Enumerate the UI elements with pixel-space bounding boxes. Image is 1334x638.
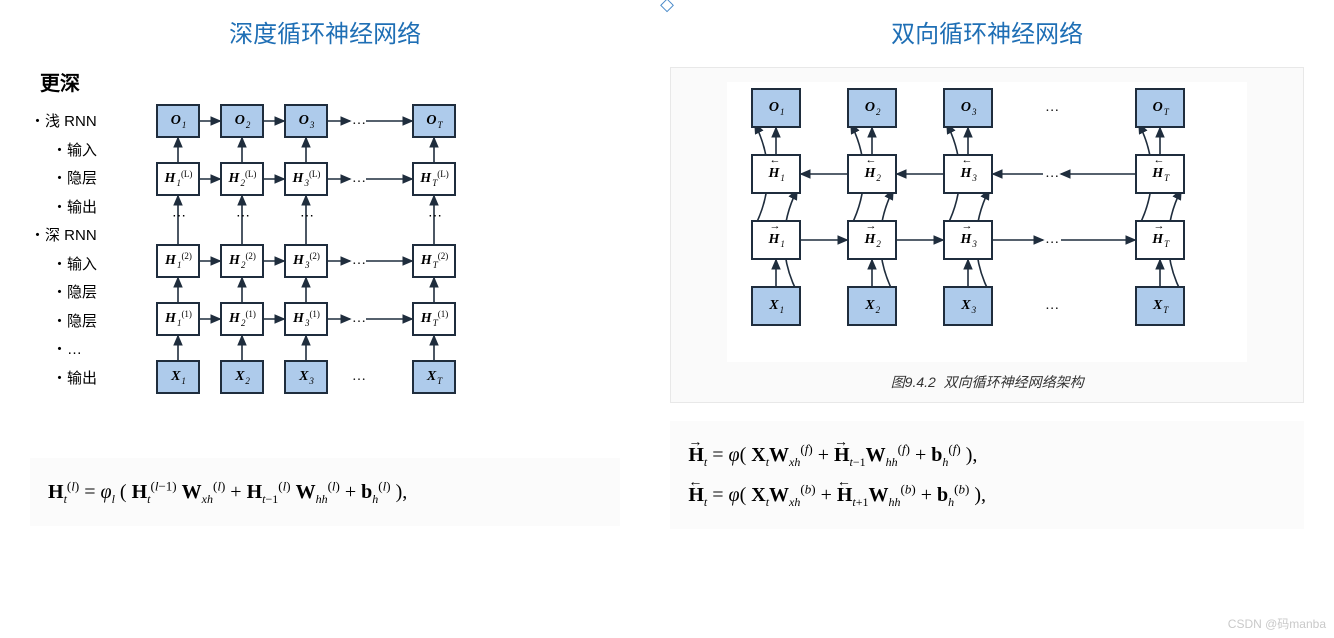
ellipsis: ⋯ (428, 208, 444, 225)
diagram-node: ←HT (1135, 154, 1185, 194)
diagram-node: H1(L) (156, 162, 200, 196)
ellipsis: … (352, 311, 368, 327)
bullet-deep: 深 RNN (30, 222, 130, 251)
right-title: 双向循环神经网络 (670, 14, 1304, 49)
diagram-node: ←H2 (847, 154, 897, 194)
ellipsis: … (352, 113, 368, 129)
diagram-node: →HT (1135, 220, 1185, 260)
page: 深度循环神经网络 更深 浅 RNN 输入 隐层 输出 深 RNN 输入 隐层 隐… (0, 0, 1334, 638)
diagram-node: →H1 (751, 220, 801, 260)
diagram-node: ←H1 (751, 154, 801, 194)
birnn-diagram: O1 ←H1 →H1 X1 O2 ←H2 →H2 X2 O3 ←H3 →H3 X3 … … … … OT ←HT →… (727, 82, 1247, 362)
diagram-node: H2(2) (220, 244, 264, 278)
ellipsis: … (352, 171, 368, 187)
diagram-node: X1 (156, 360, 200, 394)
bullet-item: 输出 (30, 365, 130, 394)
diagram-node: →H2 (847, 220, 897, 260)
right-column: 双向循环神经网络 O1 ←H1 →H1 X1 O2 ←H2 →H2 X2 O3 ←H3 →H3 X3 …… (640, 0, 1334, 638)
diagram-node: O2 (847, 88, 897, 128)
ellipsis: ⋯ (300, 208, 316, 225)
diagram-node: H3(2) (284, 244, 328, 278)
diagram-node: O3 (943, 88, 993, 128)
diagram-node: H2(L) (220, 162, 264, 196)
diagram-node: H3(L) (284, 162, 328, 196)
right-formulas: →Ht = φ( XtWxh(f) + →Ht−1Whh(f) + bh(f) … (670, 421, 1304, 529)
bullet-item: 输入 (30, 251, 130, 280)
left-formula: Ht(l) = φl ( Ht(l−1) Wxh(l) + Ht−1(l) Wh… (30, 458, 620, 526)
left-column: 深度循环神经网络 更深 浅 RNN 输入 隐层 输出 深 RNN 输入 隐层 隐… (0, 0, 640, 638)
diagram-node: H1(1) (156, 302, 200, 336)
bullet-item: 输入 (30, 137, 130, 166)
ellipsis: ⋯ (172, 208, 188, 225)
left-title: 深度循环神经网络 (30, 14, 620, 49)
caption-prefix: 图9.4.2 (891, 374, 936, 390)
diagram-node: X3 (943, 286, 993, 326)
ellipsis: … (352, 369, 368, 385)
bullets: 浅 RNN 输入 隐层 输出 深 RNN 输入 隐层 隐层 … 输出 (30, 104, 130, 393)
caption-text: 双向循环神经网络架构 (944, 374, 1084, 390)
diagram-node: H1(2) (156, 244, 200, 278)
diagram-node: X2 (220, 360, 264, 394)
diagram-node: ←H3 (943, 154, 993, 194)
diagram-node: OT (1135, 88, 1185, 128)
watermark: CSDN @码manba (1228, 615, 1326, 632)
left-subheading: 更深 (40, 67, 620, 96)
diagram-node: O1 (156, 104, 200, 138)
ellipsis: … (1045, 298, 1061, 314)
ellipsis: ⋯ (236, 208, 252, 225)
bullet-item: 隐层 (30, 308, 130, 337)
bullet-item: 隐层 (30, 165, 130, 194)
diagram-node: X3 (284, 360, 328, 394)
diagram-node: XT (1135, 286, 1185, 326)
ellipsis: … (1045, 166, 1061, 182)
deep-rnn-diagram: O1 H1(L) ⋯ H1(2) H1(1) X1 O2 H2(L) ⋯ H2(2) H2(1) X2… (148, 104, 488, 434)
bullet-shallow: 浅 RNN (30, 108, 130, 137)
diagram-node: O3 (284, 104, 328, 138)
diagram-node: X2 (847, 286, 897, 326)
diagram-node: OT (412, 104, 456, 138)
diagram-node: H3(1) (284, 302, 328, 336)
figure-caption: 图9.4.2 双向循环神经网络架构 (681, 372, 1293, 392)
diagram-node: →H3 (943, 220, 993, 260)
right-panel: O1 ←H1 →H1 X1 O2 ←H2 →H2 X2 O3 ←H3 →H3 X3 … … … … OT ←HT →… (670, 67, 1304, 403)
diagram-node: H2(1) (220, 302, 264, 336)
ellipsis: … (352, 253, 368, 269)
diagram-node: O2 (220, 104, 264, 138)
diagram-node: XT (412, 360, 456, 394)
diagram-node: HT(2) (412, 244, 456, 278)
diagram-node: O1 (751, 88, 801, 128)
bullet-item: 输出 (30, 194, 130, 223)
bullet-item: 隐层 (30, 279, 130, 308)
diagram-node: HT(1) (412, 302, 456, 336)
ellipsis: … (1045, 232, 1061, 248)
ellipsis: … (1045, 100, 1061, 116)
diagram-node: HT(L) (412, 162, 456, 196)
diagram-node: X1 (751, 286, 801, 326)
bullet-item: … (30, 336, 130, 365)
